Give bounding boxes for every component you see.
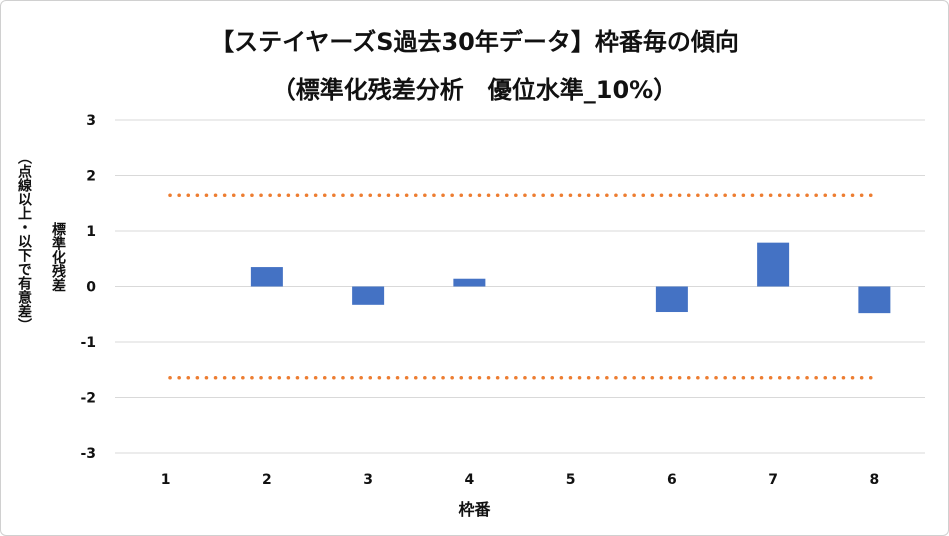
x-axis-label: 枠番 bbox=[458, 500, 491, 519]
x-tick-label: 3 bbox=[363, 472, 373, 488]
y-tick-label: 3 bbox=[86, 113, 96, 129]
bar bbox=[250, 267, 283, 287]
y-axis-label-group: 標準化残差 （点線以上・以下で有意差） bbox=[4, 150, 74, 410]
y-tick-label: -3 bbox=[80, 446, 96, 462]
bar bbox=[858, 286, 891, 314]
x-tick-label: 8 bbox=[870, 472, 880, 488]
chart-subtitle: （標準化残差分析 優位水準_10%） bbox=[271, 76, 678, 104]
x-tick-label: 4 bbox=[465, 472, 475, 488]
y-tick-label: 0 bbox=[86, 280, 96, 296]
x-tick-label: 6 bbox=[667, 472, 677, 488]
bar bbox=[352, 286, 385, 305]
chart-title: 【ステイヤーズS過去30年データ】枠番毎の傾向 bbox=[210, 28, 739, 56]
x-tick-label: 1 bbox=[161, 472, 171, 488]
bar bbox=[757, 242, 790, 287]
y-axis-label: 標準化残差 bbox=[50, 222, 66, 292]
y-tick-label: -1 bbox=[80, 335, 96, 351]
y-tick-label: 2 bbox=[86, 169, 96, 185]
x-tick-label: 2 bbox=[262, 472, 272, 488]
y-tick-label: -2 bbox=[80, 391, 96, 407]
bar bbox=[453, 278, 486, 287]
bar bbox=[655, 286, 688, 313]
y-axis-label-note: （点線以上・以下で有意差） bbox=[16, 150, 32, 332]
x-tick-label: 7 bbox=[768, 472, 778, 488]
x-tick-label: 5 bbox=[566, 472, 576, 488]
y-tick-label: 1 bbox=[86, 224, 96, 240]
